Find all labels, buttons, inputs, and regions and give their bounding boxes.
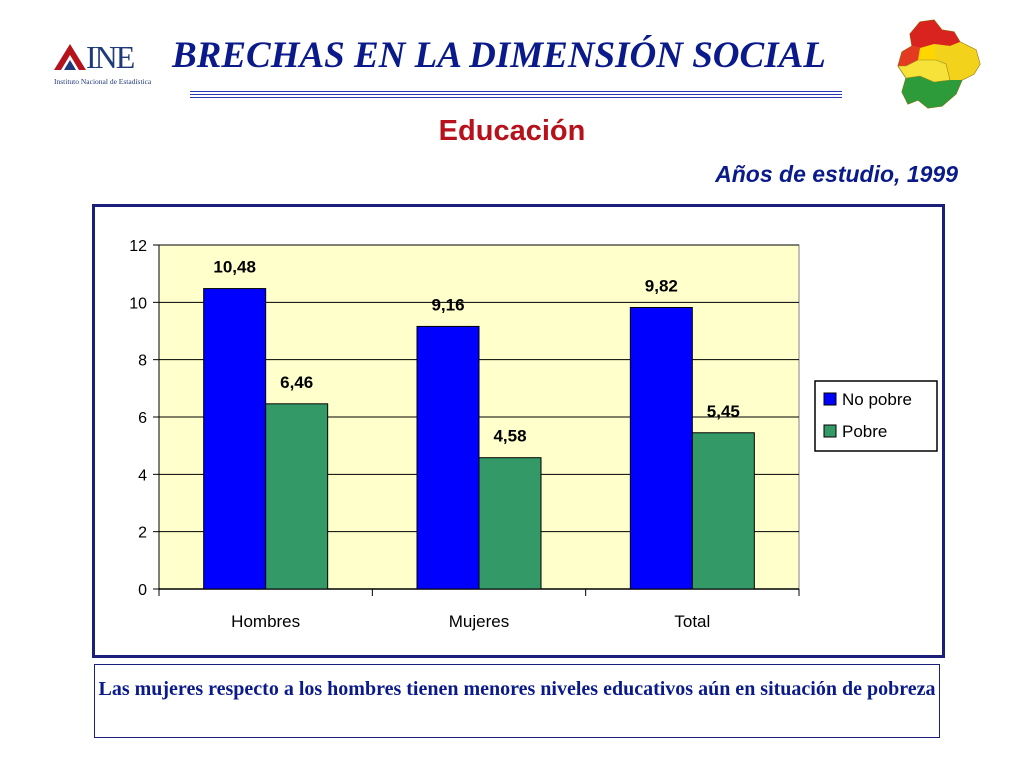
x-tick-label: Hombres bbox=[231, 612, 300, 631]
bar-no-pobre bbox=[629, 306, 693, 590]
y-tick-label: 4 bbox=[138, 467, 147, 484]
ine-logo: INE Instituto Nacional de Estadística bbox=[52, 40, 162, 90]
y-tick-label: 6 bbox=[138, 410, 147, 427]
bolivia-map-icon bbox=[890, 16, 986, 117]
y-tick-label: 10 bbox=[129, 295, 147, 312]
caption-text: Las mujeres respecto a los hombres tiene… bbox=[98, 678, 936, 700]
bar-no-pobre bbox=[416, 325, 480, 590]
legend-label: Pobre bbox=[842, 422, 887, 441]
legend-swatch bbox=[823, 424, 837, 438]
bar-pobre bbox=[691, 432, 755, 590]
x-tick-label: Total bbox=[674, 612, 710, 631]
data-label: 4,58 bbox=[493, 427, 526, 446]
section-title: Educación bbox=[438, 115, 586, 147]
data-label: 9,82 bbox=[645, 276, 678, 295]
caption-box: Las mujeres respecto a los hombres tiene… bbox=[94, 664, 940, 738]
title-divider bbox=[190, 91, 842, 99]
bar-chart: 0 2 4 6 8 10 12 Hombres 10,48 6,46 Mujeres 9,16 4,58… bbox=[129, 238, 938, 631]
data-label: 9,16 bbox=[431, 295, 464, 314]
y-tick-label: 8 bbox=[138, 353, 147, 370]
bar-no-pobre bbox=[203, 288, 267, 590]
bar-pobre bbox=[265, 403, 329, 590]
y-tick-label: 12 bbox=[129, 238, 147, 255]
x-tick-label: Mujeres bbox=[449, 612, 509, 631]
legend-swatch bbox=[823, 392, 837, 406]
page-title: BRECHAS EN LA DIMENSIÓN SOCIAL bbox=[172, 35, 826, 76]
data-label: 10,48 bbox=[213, 258, 256, 277]
data-label: 6,46 bbox=[280, 373, 313, 392]
legend-label: No pobre bbox=[842, 390, 912, 409]
chart-frame: 0 2 4 6 8 10 12 Hombres 10,48 6,46 Mujeres 9,16 4,58… bbox=[92, 204, 945, 658]
logo-subtitle: Instituto Nacional de Estadística bbox=[54, 77, 152, 86]
chart-subtitle: Años de estudio, 1999 bbox=[715, 161, 958, 187]
ine-emblem-icon bbox=[54, 44, 86, 70]
y-tick-label: 2 bbox=[138, 525, 147, 542]
data-label: 5,45 bbox=[707, 402, 740, 421]
logo-text: INE bbox=[86, 39, 135, 75]
y-tick-label: 0 bbox=[138, 582, 147, 599]
bar-pobre bbox=[478, 457, 542, 590]
